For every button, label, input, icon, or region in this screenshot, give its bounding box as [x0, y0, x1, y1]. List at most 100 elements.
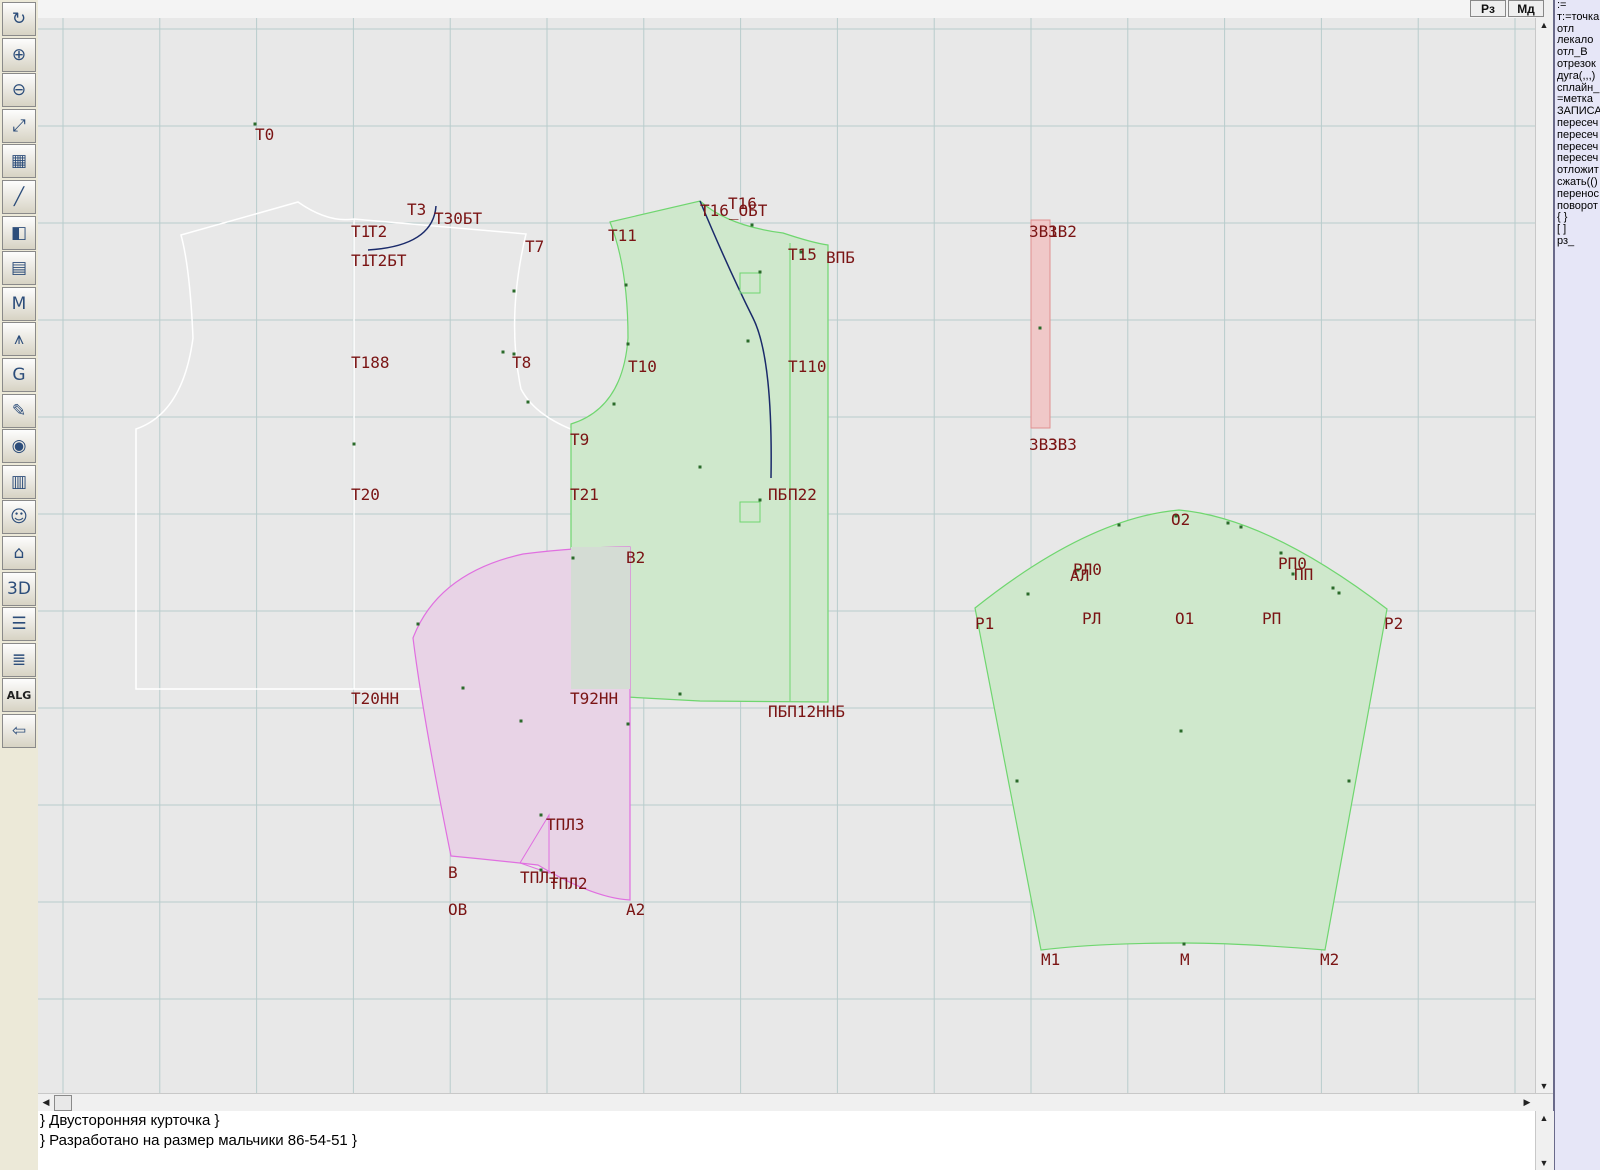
command-item[interactable]: т:=точка [1557, 10, 1600, 23]
scroll-right-icon[interactable]: ▶ [1523, 1097, 1531, 1107]
md-button[interactable]: Мд [1508, 0, 1544, 17]
point-label-pb: ПБ [768, 485, 787, 504]
line-tool-icon[interactable]: ╱ [2, 180, 36, 214]
command-item[interactable]: пересеч [1557, 152, 1599, 165]
point-label-t30bt: Т30БТ [434, 209, 483, 228]
point-label-zv2: ЗВ2 [1048, 222, 1077, 241]
command-item[interactable]: дуга(,,,) [1557, 69, 1596, 82]
rz-button[interactable]: Рз [1470, 0, 1506, 17]
point-label-t20nn: Т20НН [351, 689, 399, 708]
console-scrollbar[interactable]: ▲ ▼ [1535, 1111, 1554, 1170]
front-pocket-marker-bottom [739, 501, 761, 523]
scroll-left-icon[interactable]: ◀ [42, 1097, 50, 1107]
construction-point [1015, 779, 1019, 783]
command-item[interactable]: отл [1557, 22, 1575, 35]
scroll-thumb[interactable] [54, 1095, 72, 1111]
pattern-list-icon[interactable]: ▤ [2, 251, 36, 286]
console-scroll-down-icon[interactable]: ▼ [1539, 1158, 1549, 1168]
gradation-icon[interactable]: G [2, 358, 36, 392]
document-icon[interactable]: ☰ [2, 607, 36, 642]
construction-point [678, 692, 682, 696]
command-item[interactable]: рз_ [1557, 234, 1575, 247]
console-line: } Двусторонняя курточка } [40, 1112, 220, 1129]
scroll-up-icon[interactable]: ▲ [1539, 20, 1549, 30]
strip-piece[interactable] [1030, 219, 1051, 429]
zoom-out-icon[interactable]: ⊖ [2, 73, 36, 108]
point-label-t2: Т2 [368, 222, 387, 241]
command-item[interactable]: пересеч [1557, 140, 1599, 153]
point-label-t7: Т7 [525, 237, 544, 256]
zoom-in-icon[interactable]: ⊕ [2, 37, 36, 72]
command-item[interactable]: поворот [1557, 199, 1598, 212]
construction-point [1117, 523, 1121, 527]
scroll-down-icon[interactable]: ▼ [1539, 1081, 1549, 1091]
construction-point [1279, 551, 1283, 555]
command-item[interactable]: пересеч [1557, 116, 1599, 129]
point-label-tpl3: ТПЛ3 [546, 815, 585, 834]
back-piece-outline[interactable] [135, 201, 585, 690]
refresh-icon[interactable]: ↻ [2, 2, 36, 36]
grid-icon[interactable]: ▦ [2, 144, 36, 179]
drawing-canvas[interactable]: Т0 Т1 Т2 Т3 Т30БТ Т7 Т1 Т2БТ Т188 Т8 Т20 Т20НН Т11 Т1… [38, 18, 1535, 1093]
algorithm-icon[interactable]: ALG [2, 678, 36, 713]
command-item[interactable]: отл_В [1557, 46, 1588, 59]
table-icon[interactable]: ▥ [2, 464, 36, 499]
construction-point [352, 442, 356, 446]
command-item[interactable]: лекало [1557, 34, 1594, 47]
command-item[interactable]: отложит [1557, 164, 1599, 177]
construction-point [1331, 586, 1335, 590]
point-label-pp: ПП [1294, 565, 1313, 584]
construction-point [1291, 572, 1295, 576]
compass-icon[interactable]: ⩚ [2, 322, 36, 357]
camera-icon[interactable]: ◉ [2, 429, 36, 464]
exit-icon[interactable]: ⇦ [2, 714, 36, 748]
command-item[interactable]: =метка [1557, 93, 1593, 106]
command-item[interactable]: сплайн_ [1557, 81, 1600, 94]
command-item[interactable]: := [1557, 0, 1567, 11]
point-label-t16: Т16 [728, 194, 757, 213]
front-style-line [699, 200, 772, 479]
point-label-t11: Т11 [608, 226, 637, 245]
sleeve-dart [519, 813, 550, 874]
construction-point [799, 250, 803, 254]
point-label-m: М [1180, 950, 1190, 969]
construction-point [612, 402, 616, 406]
layers-icon[interactable]: ≣ [2, 642, 36, 677]
point-label-t22: П22 [788, 485, 817, 504]
construction-point [519, 719, 523, 723]
construction-point [1179, 729, 1183, 733]
construction-point [416, 622, 420, 626]
command-item[interactable]: сжать(() [1557, 175, 1598, 188]
construction-point [539, 868, 543, 872]
horizontal-scrollbar[interactable]: ◀ ▶ [38, 1093, 1553, 1112]
construction-point [1239, 525, 1243, 529]
point-label-vpb: ВПБ [826, 248, 855, 267]
command-item[interactable]: пересеч [1557, 128, 1599, 141]
avatar-icon[interactable]: ☺ [2, 500, 36, 535]
garment-sketch-icon[interactable]: ⌂ [2, 536, 36, 570]
point-label-t1bt: Т1 [351, 251, 370, 270]
notebook-icon[interactable]: ✎ [2, 393, 36, 428]
back-neck-curve [367, 205, 437, 251]
top-bar: Рз Мд [38, 0, 1544, 19]
point-label-t15: Т15 [788, 245, 817, 264]
point-label-v2: В2 [626, 548, 645, 567]
point-label-p2: Р2 [1384, 614, 1403, 633]
console-output[interactable]: } Двусторонняя курточка } } Разработано … [38, 1111, 1535, 1170]
command-item[interactable]: перенос [1557, 187, 1600, 200]
command-item[interactable]: отрезок [1557, 57, 1596, 70]
point-label-rp0: РП0 [1278, 554, 1307, 573]
point-label-t92nn: Т92НН [570, 689, 618, 708]
command-item[interactable]: [ ] [1557, 223, 1567, 236]
zoom-fit-icon[interactable]: ⤢ [2, 108, 36, 143]
3d-view-icon[interactable]: 3D [2, 571, 36, 606]
measurements-icon[interactable]: M [2, 286, 36, 321]
command-item[interactable]: ЗАПИСА [1557, 105, 1600, 118]
command-item[interactable]: { } [1557, 211, 1568, 224]
construction-point [626, 722, 630, 726]
point-label-t1: Т1 [351, 222, 370, 241]
pattern-piece-icon[interactable]: ◧ [2, 215, 36, 250]
console-scroll-up-icon[interactable]: ▲ [1539, 1113, 1549, 1123]
vertical-scrollbar[interactable]: ▲ ▼ [1535, 18, 1554, 1093]
point-label-zv1: ЗВ1 [1029, 222, 1058, 241]
